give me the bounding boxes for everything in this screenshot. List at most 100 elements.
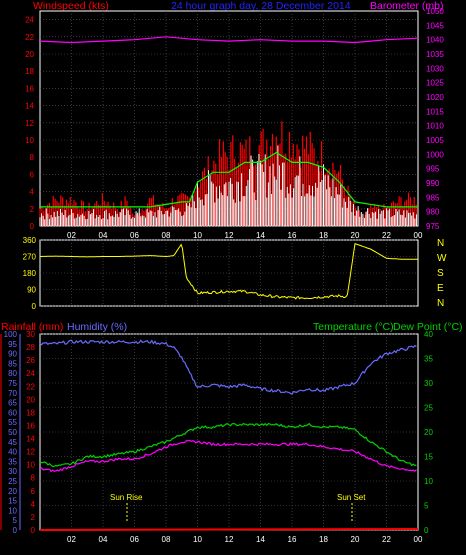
barometer-tick-label: 1005 <box>426 136 444 145</box>
humidity-tick-label: 60 <box>8 408 17 417</box>
x-tick-label: 16 <box>288 231 297 240</box>
humidity-tick-label: 85 <box>8 359 17 368</box>
windspeed-tick-label: 18 <box>25 67 34 76</box>
x-tick-label: 06 <box>130 535 139 544</box>
humidity-line <box>39 339 417 396</box>
barometer-tick-label: 1000 <box>426 150 444 159</box>
direction-tick-label: 270 <box>23 253 37 262</box>
humidity-tick-label: 10 <box>8 506 17 515</box>
chart-title: 24 hour graph day, 28 December 2014 <box>171 0 351 12</box>
windspeed-tick-label: 10 <box>25 136 34 145</box>
rainfall-tick-label: 16 <box>26 421 35 430</box>
x-tick-label: 14 <box>256 231 265 240</box>
x-tick-label: 06 <box>130 231 139 240</box>
windspeed-tick-label: 0 <box>30 222 35 231</box>
windspeed-tick-label: 20 <box>25 50 34 59</box>
barometer-tick-label: 1025 <box>426 79 444 88</box>
humidity-tick-label: 40 <box>8 448 17 457</box>
barometer-line <box>39 36 419 44</box>
windspeed-axis-title: Windspeed (kts) <box>33 0 109 12</box>
temperature-tick-label: 30 <box>424 379 433 388</box>
humidity-tick-label: 100 <box>4 330 18 339</box>
humidity-tick-label: 20 <box>8 487 17 496</box>
humidity-tick-label: 25 <box>8 477 17 486</box>
rainfall-tick-label: 20 <box>26 395 35 404</box>
humidity-tick-label: 55 <box>8 418 17 427</box>
dewpoint-axis-title: Dew Point (°C) <box>393 321 463 333</box>
barometer-tick-label: 975 <box>426 222 440 231</box>
humidity-tick-label: 80 <box>8 369 17 378</box>
x-tick-label: 20 <box>351 535 360 544</box>
gust-line <box>40 151 418 208</box>
barometer-tick-label: 985 <box>426 193 440 202</box>
rainfall-tick-label: 12 <box>26 448 35 457</box>
rainfall-tick-label: 18 <box>26 408 35 417</box>
temperature-line <box>39 422 417 468</box>
barometer-axis-title: Barometer (mb) <box>370 0 444 12</box>
temperature-tick-label: 15 <box>424 453 433 462</box>
barometer-tick-label: 1040 <box>426 36 444 45</box>
temperature-tick-label: 10 <box>424 477 433 486</box>
rainfall-tick-label: 14 <box>26 435 35 444</box>
x-tick-label: 08 <box>162 231 171 240</box>
direction-tick-label: 180 <box>23 269 37 278</box>
temperature-axis-title: Temperature (°C) <box>313 321 394 333</box>
rainfall-tick-label: 6 <box>31 487 36 496</box>
direction-tick-label: 0 <box>32 302 37 311</box>
windspeed-tick-label: 8 <box>30 153 35 162</box>
wind-direction-line <box>40 243 418 300</box>
barometer-tick-label: 1030 <box>426 64 444 73</box>
temperature-tick-label: 35 <box>424 355 433 364</box>
rainfall-tick-label: 10 <box>26 461 35 470</box>
barometer-tick-label: 1020 <box>426 93 444 102</box>
humidity-tick-label: 15 <box>8 497 17 506</box>
rainfall-axis-title: Rainfall (mm) <box>1 321 63 333</box>
x-tick-label: 10 <box>193 535 202 544</box>
rainfall-tick-label: 4 <box>31 500 36 509</box>
humidity-tick-label: 75 <box>8 379 17 388</box>
humidity-tick-label: 5 <box>13 516 18 525</box>
x-tick-label: 22 <box>382 231 391 240</box>
direction-tick-label: 360 <box>23 236 37 245</box>
x-tick-label: 00 <box>414 231 423 240</box>
x-tick-label: 04 <box>99 231 108 240</box>
humidity-tick-label: 95 <box>8 340 17 349</box>
x-tick-label: 02 <box>67 231 76 240</box>
rainfall-tick-label: 2 <box>31 513 36 522</box>
windspeed-tick-label: 6 <box>30 170 35 179</box>
windspeed-tick-label: 24 <box>25 16 34 25</box>
rainfall-tick-label: 0 <box>31 526 36 535</box>
humidity-tick-label: 50 <box>8 428 17 437</box>
windspeed-tick-label: 16 <box>25 84 34 93</box>
barometer-tick-label: 995 <box>426 165 440 174</box>
x-tick-label: 22 <box>382 535 391 544</box>
barometer-tick-label: 1035 <box>426 50 444 59</box>
rainfall-tick-label: 30 <box>26 330 35 339</box>
compass-label: N <box>437 298 444 309</box>
barometer-tick-label: 1045 <box>426 21 444 30</box>
dewpoint-line <box>39 439 417 473</box>
temperature-tick-label: 25 <box>424 404 433 413</box>
windspeed-tick-label: 2 <box>30 205 35 214</box>
barometer-tick-label: 980 <box>426 208 440 217</box>
barometer-tick-label: 1050 <box>426 7 444 16</box>
humidity-tick-label: 90 <box>8 350 17 359</box>
rainfall-tick-label: 8 <box>31 474 36 483</box>
humidity-tick-label: 35 <box>8 457 17 466</box>
barometer-tick-label: 990 <box>426 179 440 188</box>
compass-label: W <box>437 253 447 264</box>
x-tick-label: 16 <box>288 535 297 544</box>
windspeed-tick-label: 12 <box>25 119 34 128</box>
temperature-tick-label: 0 <box>424 526 429 535</box>
compass-label: N <box>437 238 444 249</box>
rainfall-line <box>39 528 419 531</box>
rainfall-tick-label: 22 <box>26 382 35 391</box>
sunrise-label: Sun Rise <box>110 493 143 502</box>
x-tick-label: 02 <box>67 535 76 544</box>
windspeed-tick-label: 14 <box>25 102 34 111</box>
humidity-tick-label: 65 <box>8 399 17 408</box>
sunset-label: Sun Set <box>337 493 366 502</box>
rainfall-tick-label: 24 <box>26 369 35 378</box>
temperature-tick-label: 5 <box>424 502 429 511</box>
